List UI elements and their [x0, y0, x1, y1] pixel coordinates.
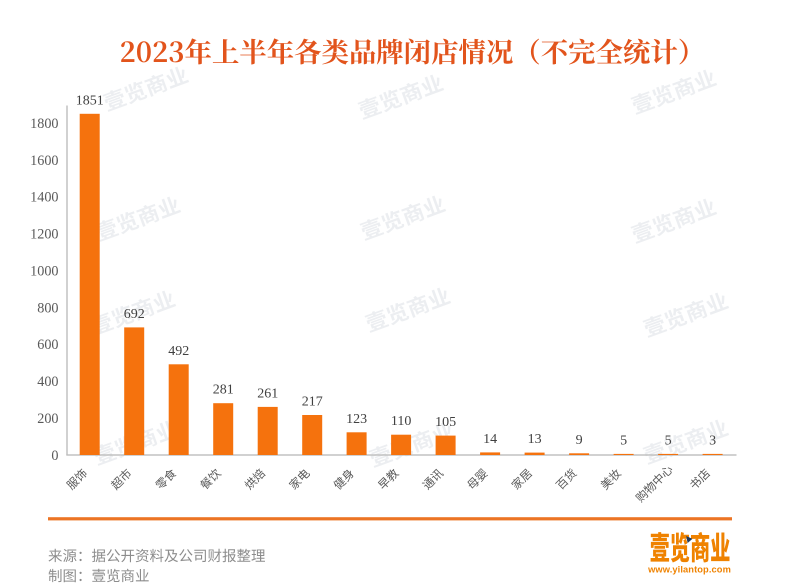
svg-text:1600: 1600	[30, 153, 58, 169]
svg-text:www.yilantop.com: www.yilantop.com	[647, 565, 731, 575]
svg-text:492: 492	[168, 344, 189, 359]
svg-text:14: 14	[483, 432, 497, 447]
svg-text:600: 600	[37, 337, 58, 353]
svg-text:1000: 1000	[30, 263, 58, 279]
svg-text:1800: 1800	[30, 116, 58, 132]
svg-text:1851: 1851	[76, 93, 104, 108]
svg-text:3: 3	[709, 433, 716, 448]
svg-text:5: 5	[620, 433, 627, 448]
svg-text:9: 9	[576, 433, 583, 448]
svg-text:5: 5	[665, 433, 672, 448]
svg-text:200: 200	[37, 411, 58, 427]
svg-text:1200: 1200	[30, 227, 58, 243]
svg-text:281: 281	[213, 383, 234, 398]
svg-text:800: 800	[37, 300, 58, 316]
svg-text:692: 692	[124, 307, 145, 322]
svg-text:1400: 1400	[30, 190, 58, 206]
svg-text:217: 217	[302, 395, 323, 410]
svg-text:110: 110	[391, 414, 411, 429]
svg-text:123: 123	[346, 412, 367, 427]
svg-text:13: 13	[528, 432, 542, 447]
svg-text:105: 105	[435, 415, 456, 430]
svg-text:0: 0	[51, 448, 58, 464]
svg-text:261: 261	[257, 386, 278, 401]
svg-text:400: 400	[37, 374, 58, 390]
